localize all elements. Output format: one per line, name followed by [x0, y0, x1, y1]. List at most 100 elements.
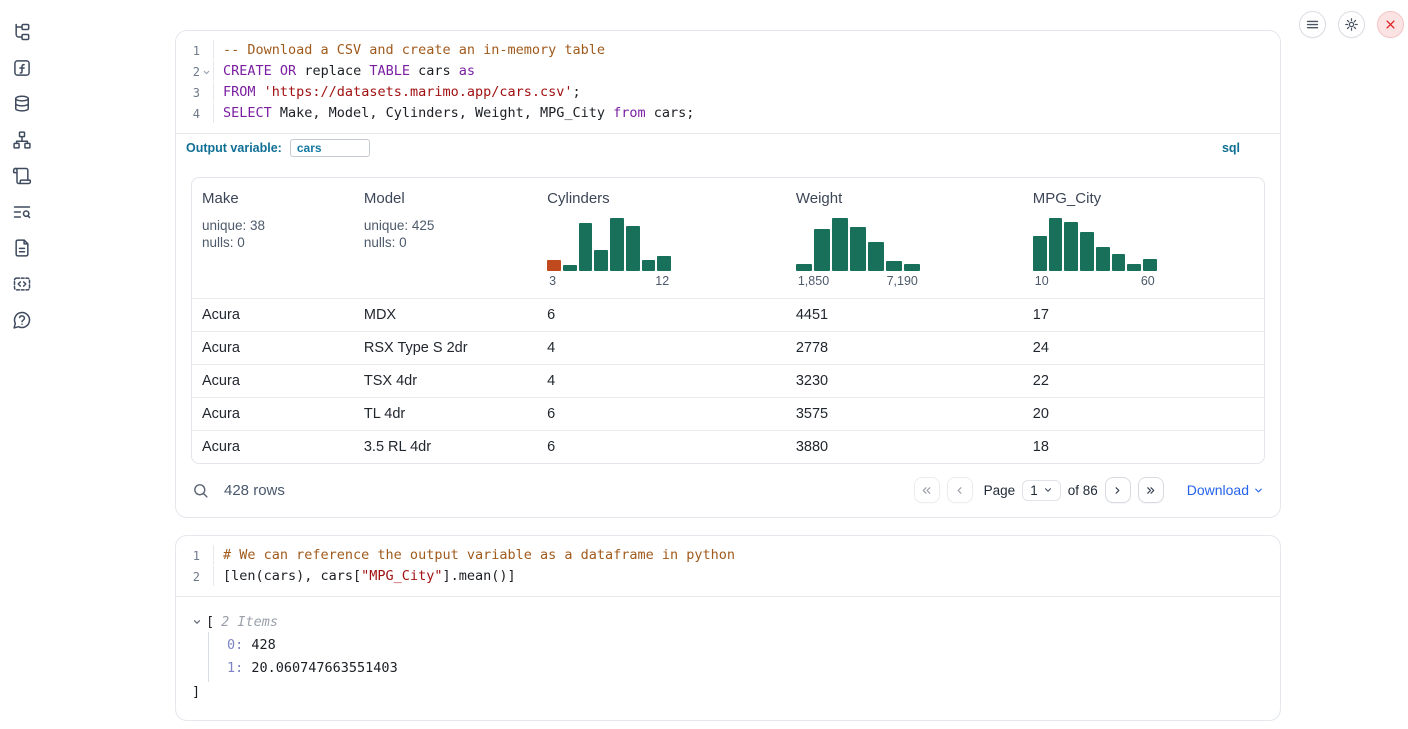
- histogram-bar: [1143, 258, 1157, 271]
- histogram-bar: [831, 217, 848, 271]
- next-page-button[interactable]: [1104, 477, 1131, 503]
- column-name: Make: [202, 190, 239, 207]
- chevron-down-icon: [1043, 485, 1053, 495]
- histogram-bar: [594, 249, 609, 271]
- histogram-bars: [547, 215, 672, 271]
- column-header[interactable]: MPG_City 10 60: [1023, 178, 1264, 298]
- tree-entry-value: 428: [243, 637, 276, 653]
- table-row[interactable]: Acura TL 4dr 6 3575 20: [192, 397, 1264, 430]
- code-line: 2 CREATE OR replace TABLE cars as: [176, 61, 1280, 82]
- table-cell: 17: [1032, 307, 1049, 323]
- menu-icon: [1305, 17, 1320, 32]
- code-line-text: # We can reference the output variable a…: [213, 545, 1280, 565]
- table-row[interactable]: Acura 3.5 RL 4dr 6 3880 18: [192, 430, 1264, 463]
- first-page-button[interactable]: [913, 477, 940, 503]
- tree-open-bracket: [: [206, 614, 215, 630]
- table-row[interactable]: Acura RSX Type S 2dr 4 2778 24: [192, 331, 1264, 364]
- sidebar: [0, 0, 44, 729]
- pagination: Page 1 of 86: [913, 477, 1264, 503]
- code-token: 'https://datasets.marimo.app/cars.csv': [263, 84, 573, 100]
- python-cell-output: [ 2 Items 0: 428 1: 20.060747663551403 ]: [176, 596, 1280, 720]
- code-line-text: -- Download a CSV and create an in-memor…: [213, 40, 1280, 60]
- menu-button[interactable]: [1299, 11, 1326, 38]
- sql-cell: 1 -- Download a CSV and create an in-memo…: [175, 30, 1281, 518]
- chevron-down-icon: [1253, 485, 1264, 496]
- code-line-text: SELECT Make, Model, Cylinders, Weight, M…: [213, 103, 1280, 123]
- function-icon[interactable]: [12, 57, 33, 78]
- histogram-bar: [547, 259, 561, 271]
- chevrons-left-icon: [920, 484, 933, 497]
- axis-tick-label: 7,190: [886, 274, 918, 288]
- table-row[interactable]: Acura TSX 4dr 4 3230 22: [192, 364, 1264, 397]
- page-select[interactable]: 1: [1022, 479, 1061, 501]
- table-cell: 6: [547, 406, 556, 422]
- code-line: 3 FROM 'https://datasets.marimo.app/cars.…: [176, 82, 1280, 103]
- tree-entry-key: 0:: [227, 637, 244, 653]
- page-total-label: of 86: [1067, 482, 1098, 498]
- settings-icon: [1344, 17, 1359, 32]
- database-icon[interactable]: [12, 93, 33, 114]
- histogram-bar: [867, 241, 884, 271]
- previous-page-button[interactable]: [946, 477, 973, 503]
- help-icon[interactable]: [12, 309, 33, 330]
- column-stats: unique: 425 nulls: 0: [364, 217, 527, 251]
- table-cell: Acura: [202, 307, 240, 323]
- chevron-right-icon: [1111, 484, 1124, 497]
- code-line-text: CREATE OR replace TABLE cars as: [213, 61, 1280, 81]
- output-variable-label: Output variable:: [186, 141, 282, 155]
- histogram-bar: [795, 263, 812, 271]
- chevrons-right-icon: [1144, 484, 1157, 497]
- histogram-axis: 1,850 7,190: [796, 274, 920, 288]
- scroll-icon[interactable]: [12, 165, 33, 186]
- file-tree-icon[interactable]: [12, 21, 33, 42]
- code-token: -- Download a CSV and create an in-memor…: [223, 42, 606, 58]
- settings-button[interactable]: [1338, 11, 1365, 38]
- fold-chevron-icon[interactable]: [200, 61, 213, 77]
- table-cell: Acura: [202, 406, 240, 422]
- python-cell: 1 # We can reference the output variable …: [175, 535, 1281, 721]
- table-cell: 24: [1032, 340, 1049, 356]
- python-code-editor[interactable]: 1 # We can reference the output variable …: [176, 536, 1280, 596]
- output-variable-input[interactable]: [289, 139, 370, 157]
- histogram-bar: [1048, 217, 1063, 271]
- shutdown-button[interactable]: [1377, 11, 1404, 38]
- column-header[interactable]: Make unique: 38 nulls: 0: [192, 178, 354, 298]
- table-cell: 4451: [795, 307, 829, 323]
- table-cell: 18: [1032, 439, 1049, 455]
- column-header[interactable]: Model unique: 425 nulls: 0: [354, 178, 537, 298]
- code-token: replace: [296, 63, 370, 79]
- table-cell: Acura: [202, 373, 240, 389]
- code-line: 1 # We can reference the output variable …: [176, 545, 1280, 566]
- column-header[interactable]: Cylinders 3 12: [537, 178, 786, 298]
- line-number: 2: [192, 570, 200, 584]
- column-stat: nulls: 0: [363, 235, 407, 250]
- column-header[interactable]: Weight 1,850 7,190: [786, 178, 1023, 298]
- table-row[interactable]: Acura MDX 6 4451 17: [192, 298, 1264, 331]
- download-button[interactable]: Download: [1187, 482, 1264, 498]
- line-number: 1: [192, 549, 200, 563]
- histogram-axis: 10 60: [1033, 274, 1157, 288]
- histogram: 10 60: [1032, 215, 1157, 288]
- page-select-value: 1: [1030, 482, 1038, 498]
- sql-code-editor[interactable]: 1 -- Download a CSV and create an in-memo…: [176, 31, 1280, 133]
- last-page-button[interactable]: [1137, 477, 1164, 503]
- search-list-icon[interactable]: [12, 201, 33, 222]
- line-number: 1: [192, 44, 200, 58]
- search-icon[interactable]: [192, 482, 209, 499]
- table-body: Acura MDX 6 4451 17 Acura RSX Type S 2dr 4 2778 2…: [192, 298, 1264, 463]
- histogram-bar: [1064, 221, 1079, 271]
- axis-tick-label: 3: [549, 274, 557, 288]
- snippets-icon[interactable]: [12, 273, 33, 294]
- histogram-bars: [1032, 215, 1157, 271]
- table-cell: 4: [547, 340, 556, 356]
- topbar-controls: [1299, 11, 1404, 38]
- document-icon[interactable]: [12, 237, 33, 258]
- histogram-bar: [813, 229, 830, 271]
- tree-collapse-icon[interactable]: [192, 617, 202, 627]
- notebook-area: 1 -- Download a CSV and create an in-memo…: [175, 30, 1281, 721]
- axis-tick-label: 12: [655, 274, 670, 288]
- dependency-graph-icon[interactable]: [12, 129, 33, 150]
- column-name: Model: [363, 190, 405, 207]
- histogram-bar: [625, 226, 640, 271]
- table-cell: 6: [547, 307, 556, 323]
